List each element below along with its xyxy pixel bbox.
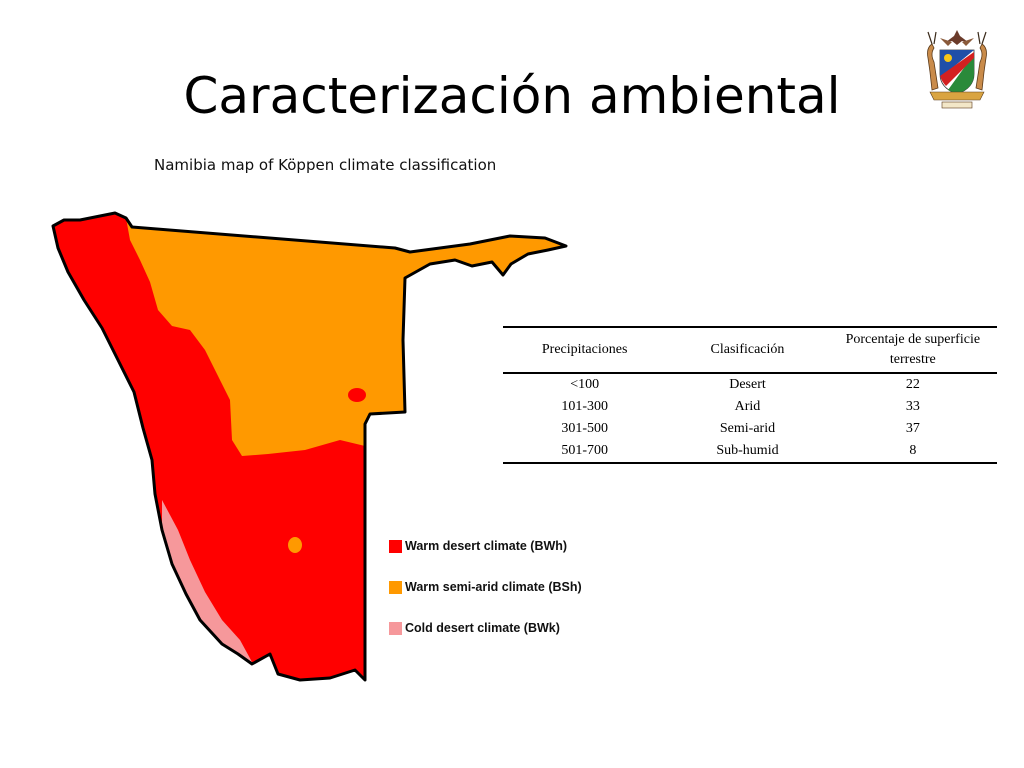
desert-patch-north — [348, 388, 366, 402]
semi-arid-patch-south — [288, 537, 302, 553]
table-row: 101-300 Arid 33 — [503, 396, 997, 418]
table-cell: Desert — [729, 377, 766, 392]
map-title: Namibia map of Köppen climate classifica… — [154, 156, 497, 174]
table-cell: 8 — [909, 443, 917, 458]
legend-swatch-cold-desert — [389, 621, 402, 635]
precipitation-table: Precipitaciones Clasificación Porcentaje… — [503, 326, 997, 464]
table-cell: 22 — [905, 377, 920, 392]
legend-label-warm-semi-arid: Warm semi-arid climate (BSh) — [405, 580, 582, 594]
table-header-precipitation: Precipitaciones — [541, 342, 628, 357]
table-row: <100 Desert 22 — [503, 373, 997, 396]
table-cell: 37 — [905, 421, 920, 436]
table-row: 301-500 Semi-arid 37 — [503, 418, 997, 440]
map-legend: Warm desert climate (BWh) Warm semi-arid… — [389, 536, 582, 659]
table-cell: 301-500 — [561, 421, 608, 436]
legend-item-warm-desert: Warm desert climate (BWh) — [389, 536, 582, 556]
table-header-surface-percentage: Porcentaje de superficie terrestre — [845, 332, 981, 367]
namibia-outline — [51, 211, 568, 682]
table-cell: Sub-humid — [716, 443, 779, 458]
table-header-classification: Clasificación — [710, 342, 785, 357]
table-cell: 33 — [905, 399, 920, 414]
coat-of-arms-icon — [927, 30, 987, 109]
slide-title: Caracterización ambiental — [183, 67, 841, 125]
legend-item-warm-semi-arid: Warm semi-arid climate (BSh) — [389, 577, 582, 597]
namibia-climate-map — [51, 211, 568, 682]
table-row: 501-700 Sub-humid 8 — [503, 440, 997, 463]
legend-swatch-warm-desert — [389, 539, 402, 553]
legend-label-cold-desert: Cold desert climate (BWk) — [405, 621, 560, 635]
table-cell: Semi-arid — [719, 421, 776, 436]
table-cell: 101-300 — [561, 399, 608, 414]
table-cell: <100 — [570, 377, 600, 392]
table-cell: Arid — [734, 399, 761, 414]
table-header-row: Precipitaciones Clasificación Porcentaje… — [503, 327, 997, 373]
legend-item-cold-desert: Cold desert climate (BWk) — [389, 618, 582, 638]
legend-label-warm-desert: Warm desert climate (BWh) — [405, 539, 568, 553]
table-cell: 501-700 — [561, 443, 608, 458]
legend-swatch-warm-semi-arid — [389, 580, 402, 594]
